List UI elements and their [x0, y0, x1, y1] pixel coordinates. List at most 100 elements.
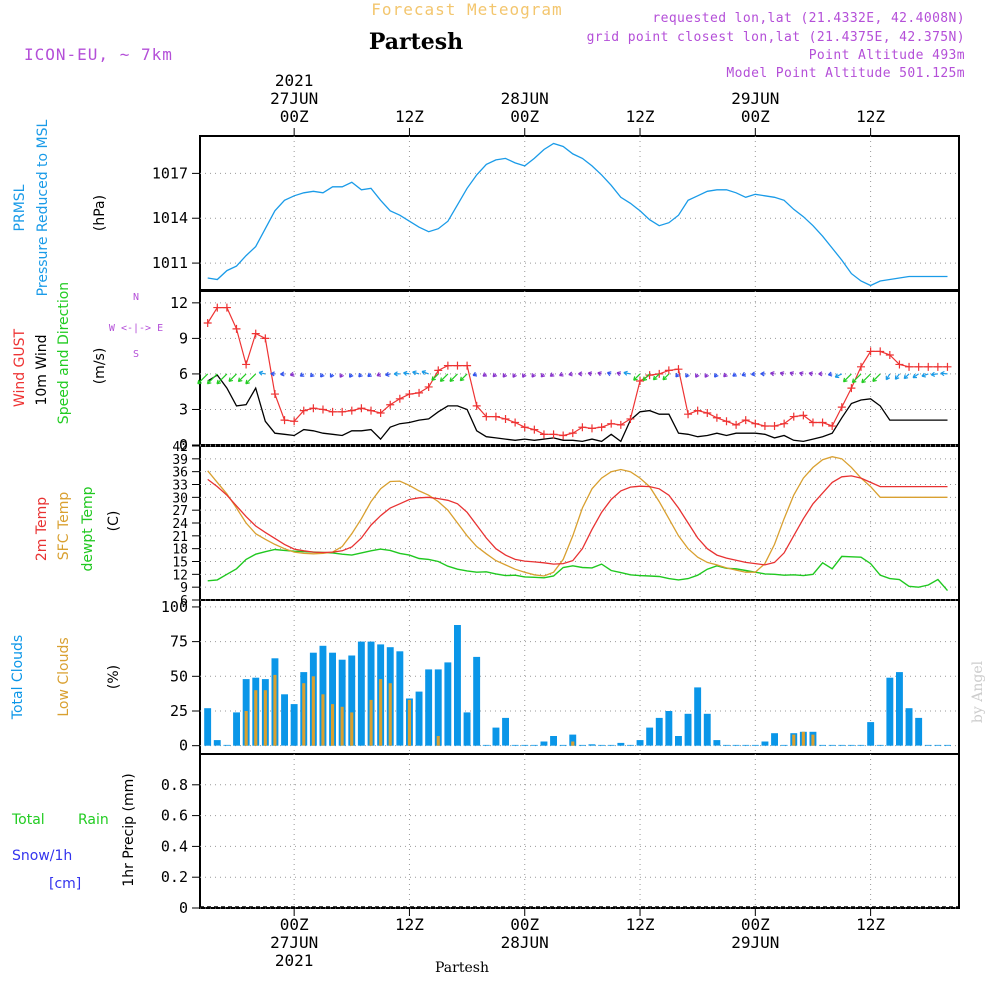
total-cloud-bar: [886, 677, 894, 746]
total-cloud-bar: [655, 717, 663, 746]
total-cloud-bar: [213, 740, 221, 746]
wind-gust-marker: [386, 400, 395, 409]
wind-direction-arrow: [808, 371, 814, 377]
low-clouds-label: Low Clouds: [56, 637, 72, 716]
wind-direction-arrow: [704, 373, 709, 378]
total-cloud-bar: [934, 744, 942, 746]
precip-panel: [199, 753, 960, 909]
wind-gust-marker: [857, 362, 866, 371]
total-cloud-bar: [425, 669, 433, 746]
total-cloud-bar: [857, 744, 865, 746]
wind-direction-arrow: [258, 370, 266, 376]
x-tick-label-bottom: 2021: [275, 951, 314, 970]
wind-gust-marker: [222, 303, 231, 312]
low-cloud-bar: [407, 699, 411, 746]
wind-direction-arrow: [940, 370, 948, 377]
y-tick-label: 1014: [152, 209, 188, 227]
low-cloud-bar: [792, 734, 796, 746]
total-cloud-bar: [482, 744, 490, 746]
pressure-line: [207, 142, 948, 287]
wind-direction-arrow: [789, 371, 795, 377]
y-tick-label: 42: [172, 440, 188, 455]
total-cloud-bar: [607, 744, 615, 746]
wind-direction-arrow: [472, 371, 478, 377]
wind-gust-marker: [299, 406, 308, 415]
wind-gust-marker: [616, 420, 625, 429]
wind-gust-marker: [482, 412, 491, 421]
y-tick-label: 100: [161, 598, 188, 616]
y-tick-label: 36: [172, 466, 188, 481]
wind-direction-arrow: [522, 373, 527, 378]
temp-dewpt-label: dewpt Temp: [80, 486, 96, 571]
wind-gust-marker: [357, 404, 366, 413]
total-cloud-bar: [703, 713, 711, 746]
wind-direction-arrow: [741, 371, 747, 377]
total-cloud-bar: [684, 713, 692, 746]
wind-direction-arrow: [751, 371, 756, 377]
rain-label: Rain: [78, 812, 109, 828]
total-cloud-bar: [415, 691, 423, 746]
y-tick-label: 0.4: [161, 837, 188, 855]
low-cloud-bar: [571, 741, 575, 746]
wind-direction-label: Speed and Direction: [56, 282, 72, 424]
wind-gust-marker: [309, 404, 318, 413]
wind-gust-marker: [837, 403, 846, 412]
x-tick-label-bottom: 12Z: [856, 915, 885, 934]
total-cloud-bar: [204, 708, 212, 746]
total-cloud-bar: [713, 740, 721, 746]
y-tick-label: 39: [172, 453, 188, 468]
total-cloud-bar: [329, 652, 336, 746]
wind-direction-arrow: [568, 371, 573, 377]
wind-gust-marker: [732, 420, 741, 429]
y-tick-label: 0.6: [161, 807, 188, 825]
wind-direction-arrow: [799, 371, 804, 377]
wind-unit-label: (m/s): [92, 348, 108, 385]
total-cloud-bar: [588, 744, 596, 746]
wind-gust-marker: [242, 360, 251, 369]
total-cloud-bar: [223, 744, 231, 746]
low-cloud-bar: [801, 731, 805, 746]
grid-point-lonlat-label: grid point closest lon,lat (21.4375E, 42…: [587, 30, 965, 45]
wind-gust-marker: [636, 377, 645, 386]
footer-location: Partesh: [435, 960, 489, 976]
wind-gust-marker: [703, 409, 712, 418]
wind-gust-marker: [251, 329, 260, 338]
y-tick-label: 30: [172, 491, 188, 506]
total-cloud-bar: [876, 744, 884, 746]
y-tick-label: 9: [180, 581, 188, 596]
x-tick-label-top: 2021: [275, 71, 314, 90]
wind-gust-marker: [847, 384, 856, 393]
total-cloud-bar: [530, 744, 538, 746]
wind-gust-marker: [924, 362, 933, 371]
wind-gust-marker: [876, 347, 885, 356]
compass-n-label: N: [133, 292, 139, 303]
wind-direction-arrow: [779, 371, 785, 377]
total-cloud-bar: [915, 717, 923, 746]
total-cloud-bar: [771, 733, 778, 746]
wind-direction-arrow: [367, 372, 372, 378]
y-tick-label: 0: [179, 737, 188, 755]
wind-direction-arrow: [492, 372, 498, 378]
total-cloud-bar: [742, 744, 750, 746]
wind-direction-arrow: [320, 373, 325, 378]
model-altitude-label: Model Point Altitude 501.125m: [726, 66, 965, 81]
wind-direction-arrow: [197, 373, 209, 385]
low-cloud-bar: [388, 683, 392, 746]
total-cloud-bar: [905, 708, 913, 746]
wind-gust-marker: [280, 416, 289, 425]
wind-direction-arrow: [894, 373, 900, 380]
wind-direction-arrow: [732, 372, 737, 377]
y-tick-label: 1017: [152, 164, 188, 182]
y-tick-label: 18: [172, 543, 188, 558]
total-cloud-bar: [473, 656, 481, 746]
wind-gust-marker: [290, 417, 299, 426]
wind-direction-arrow: [559, 371, 564, 377]
wind-gust-marker: [270, 390, 279, 399]
x-tick-label-top: 00Z: [741, 107, 770, 126]
wind-gust-marker: [722, 417, 731, 426]
y-tick-label: 3: [179, 400, 188, 418]
total-cloud-bar: [944, 744, 951, 746]
x-tick-label-bottom: 29JUN: [731, 933, 779, 952]
total-cloud-bar: [348, 655, 356, 746]
total-cloud-bar: [540, 741, 548, 746]
